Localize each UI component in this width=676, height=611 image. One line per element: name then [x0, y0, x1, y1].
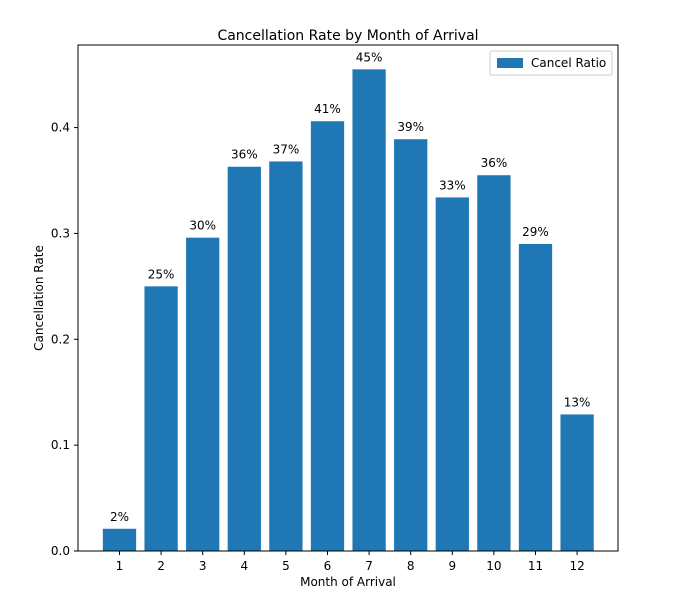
plot-frame — [77, 44, 619, 552]
data-label-month-1: 2% — [110, 510, 129, 524]
y-tick-label-0.2: 0.2 — [51, 332, 70, 346]
x-tick-label-2: 2 — [157, 559, 165, 573]
y-tick-label-0.0: 0.0 — [51, 544, 70, 558]
data-label-month-4: 36% — [231, 148, 258, 162]
y-tick-label-0.4: 0.4 — [51, 121, 70, 135]
x-tick-label-6: 6 — [324, 559, 332, 573]
x-tick-label-4: 4 — [240, 559, 248, 573]
bar-month-3 — [186, 237, 220, 551]
legend: Cancel Ratio — [489, 50, 613, 76]
data-label-month-5: 37% — [273, 142, 300, 156]
data-label-month-10: 36% — [481, 156, 508, 170]
data-label-month-12: 13% — [564, 395, 591, 409]
x-tick-label-3: 3 — [199, 559, 207, 573]
data-label-month-9: 33% — [439, 178, 466, 192]
legend-box — [489, 50, 613, 76]
bar-month-8 — [394, 139, 428, 551]
bar-month-5 — [269, 161, 303, 551]
bar-month-12 — [560, 414, 594, 551]
bar-month-4 — [227, 166, 261, 552]
x-axis-label: Month of Arrival — [300, 575, 396, 589]
y-tick-label-0.3: 0.3 — [51, 226, 70, 240]
data-label-month-3: 30% — [189, 219, 216, 233]
bar-month-6 — [310, 121, 345, 551]
bar-month-10 — [477, 175, 511, 551]
x-tick-label-7: 7 — [365, 559, 373, 573]
y-tick-label-0.1: 0.1 — [51, 438, 70, 452]
x-tick-label-1: 1 — [116, 559, 124, 573]
data-label-month-8: 39% — [397, 120, 424, 134]
data-label-month-11: 29% — [522, 225, 549, 239]
x-tick-label-8: 8 — [407, 559, 415, 573]
legend-swatch — [497, 58, 523, 68]
bar-month-9 — [435, 197, 469, 551]
legend-label: Cancel Ratio — [531, 56, 606, 70]
x-tick-label-10: 10 — [486, 559, 501, 573]
y-axis-label: Cancellation Rate — [32, 245, 46, 351]
x-tick-label-12: 12 — [569, 559, 584, 573]
bar-month-7 — [352, 69, 386, 551]
bar-month-1 — [102, 528, 137, 551]
x-tick-label-9: 9 — [448, 559, 456, 573]
data-label-month-2: 25% — [148, 267, 175, 281]
data-label-month-7: 45% — [356, 50, 383, 64]
x-tick-label-5: 5 — [282, 559, 290, 573]
bar-month-2 — [144, 286, 178, 551]
data-label-month-6: 41% — [314, 102, 341, 116]
x-tick-label-11: 11 — [528, 559, 543, 573]
bar-month-11 — [518, 244, 553, 551]
chart-title: Cancellation Rate by Month of Arrival — [217, 28, 478, 44]
